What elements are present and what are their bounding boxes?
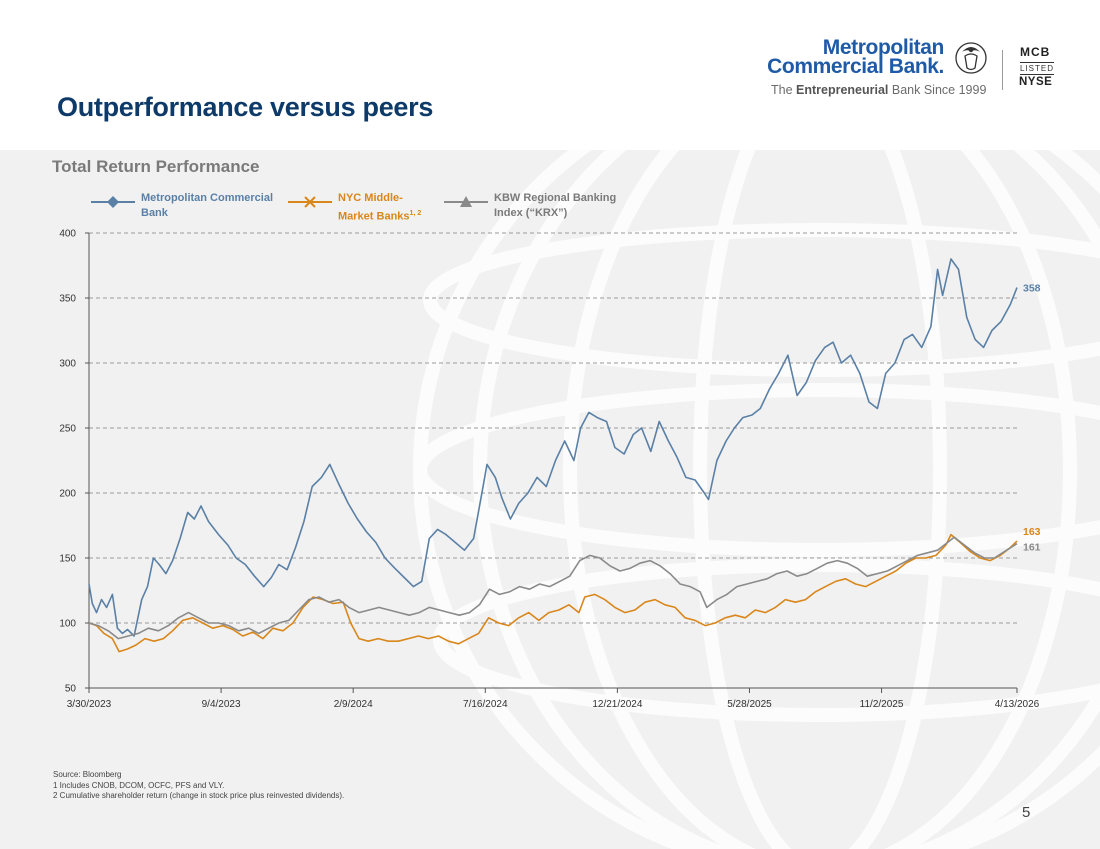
- footnote-2: 2 Cumulative shareholder return (change …: [53, 791, 345, 800]
- nyse-ticker: MCB: [1020, 45, 1051, 59]
- x-tick-label: 12/21/2024: [592, 699, 642, 710]
- y-tick-label: 50: [65, 684, 77, 695]
- series-layer: [88, 258, 1018, 653]
- series-end-label-1: 163: [1023, 526, 1041, 538]
- x-marker-icon: [288, 196, 332, 208]
- footnotes: Source: Bloomberg 1 Includes CNOB, DCOM,…: [53, 770, 344, 802]
- legend-label-nyc-text: NYC Middle-Market Banks: [338, 192, 410, 223]
- axis-layer: 50 100 150 200 250 300 350 400 3/30/2023 9/4/2023…: [59, 229, 1039, 711]
- y-tick-label: 400: [59, 229, 76, 240]
- x-tick-label: 7/16/2024: [463, 699, 508, 710]
- series-line-0: [88, 258, 1018, 637]
- footnote-1: 1 Includes CNOB, DCOM, OCFC, PFS and VLY…: [53, 780, 225, 790]
- page-number: 5: [1022, 804, 1031, 821]
- y-tick-label: 150: [59, 554, 76, 565]
- y-tick-label: 350: [59, 294, 76, 305]
- nyse-exchange: NYSE: [1019, 76, 1053, 88]
- series-end-label-2: 161: [1023, 542, 1041, 554]
- logo-tagline: The Entrepreneurial Bank Since 1999: [771, 83, 986, 97]
- tagline-post: Bank Since 1999: [888, 83, 987, 97]
- legend-label-mcb: Metropolitan Commercial Bank: [141, 192, 274, 219]
- nyse-listed: LISTED: [1020, 62, 1055, 75]
- legend-label-kbw: KBW Regional Banking Index (“KRX”): [494, 192, 617, 219]
- grid-layer: [89, 232, 1017, 624]
- y-tick-label: 100: [59, 619, 76, 630]
- footnote-source: Source: Bloomberg: [53, 770, 122, 779]
- legend-label-nyc: NYC Middle-Market Banks1, 2: [338, 191, 433, 225]
- tagline-pre: The: [771, 83, 797, 97]
- page-title: Outperformance versus peers: [57, 92, 434, 122]
- logo-name-line1: Metropolitan: [822, 36, 945, 59]
- y-tick-label: 200: [59, 489, 76, 500]
- y-tick-label: 300: [59, 359, 76, 370]
- company-logo: Metropolitan Commercial Bank. The Entrep…: [767, 36, 1068, 106]
- x-tick-label: 4/13/2026: [995, 699, 1040, 710]
- label-layer: 358 163 161: [1023, 283, 1041, 554]
- x-tick-label: 2/9/2024: [334, 699, 373, 710]
- diamond-marker-icon: [91, 196, 135, 208]
- series-end-label-0: 358: [1023, 283, 1041, 295]
- y-tick-label: 250: [59, 424, 76, 435]
- x-tick-label: 11/2/2025: [860, 699, 904, 710]
- x-tick-label: 9/4/2023: [202, 699, 241, 710]
- logo-name-line2: Commercial Bank.: [767, 55, 944, 78]
- eagle-icon: [955, 42, 987, 74]
- logo-divider: [1002, 50, 1003, 90]
- x-tick-label: 5/28/2025: [727, 699, 772, 710]
- series-line-1: [88, 533, 1018, 653]
- triangle-marker-icon: [444, 196, 488, 207]
- series-line-2: [88, 536, 1018, 640]
- chart-title: Total Return Performance: [52, 157, 260, 176]
- legend-label-nyc-sup: 1, 2: [409, 210, 422, 217]
- tagline-bold: Entrepreneurial: [796, 83, 889, 97]
- x-tick-label: 3/30/2023: [67, 699, 112, 710]
